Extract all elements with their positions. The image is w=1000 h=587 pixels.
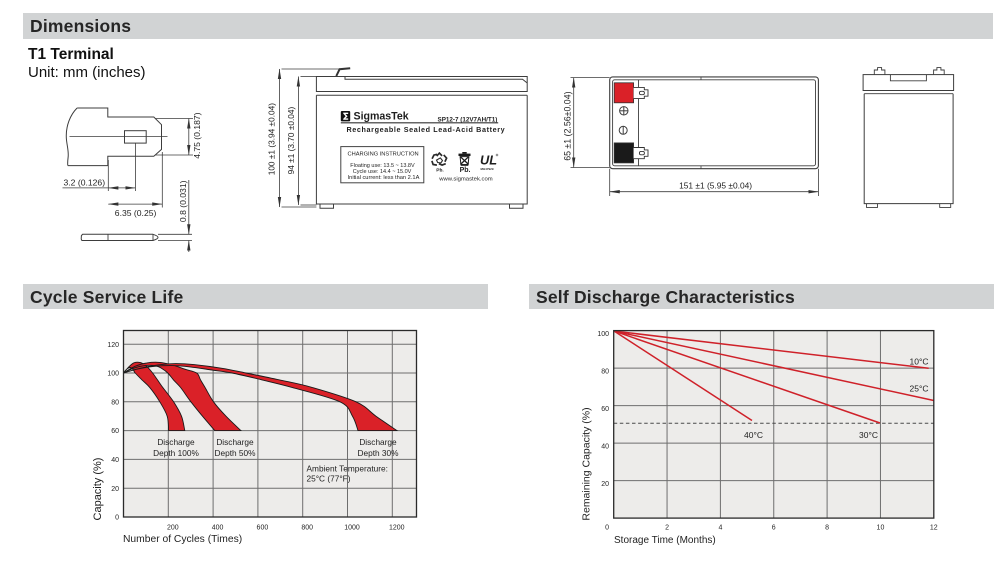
svg-text:Initial current: less than 2.1: Initial current: less than 2.1A bbox=[348, 175, 420, 181]
svg-text:1200: 1200 bbox=[389, 525, 405, 532]
svg-text:151 ±1 (5.95 ±0.04): 151 ±1 (5.95 ±0.04) bbox=[679, 180, 752, 190]
svg-text:100: 100 bbox=[107, 371, 119, 378]
svg-text:Number of Cycles (Times): Number of Cycles (Times) bbox=[123, 534, 242, 545]
svg-text:Pb.: Pb. bbox=[436, 168, 443, 174]
svg-text:80: 80 bbox=[601, 369, 609, 376]
svg-text:CHARGING INSTRUCTION: CHARGING INSTRUCTION bbox=[348, 151, 419, 157]
svg-text:Discharge: Discharge bbox=[157, 437, 195, 447]
svg-text:SigmasTek: SigmasTek bbox=[354, 111, 409, 123]
svg-text:2: 2 bbox=[665, 525, 669, 532]
svg-text:8: 8 bbox=[825, 525, 829, 532]
svg-text:Ambient Temperature:: Ambient Temperature: bbox=[307, 464, 388, 474]
svg-text:120: 120 bbox=[107, 342, 119, 349]
svg-text:Depth 50%: Depth 50% bbox=[214, 448, 256, 458]
svg-text:60: 60 bbox=[601, 406, 609, 413]
svg-text:600: 600 bbox=[257, 525, 269, 532]
svg-text:Pb.: Pb. bbox=[460, 167, 471, 174]
svg-text:25°C: 25°C bbox=[910, 384, 929, 394]
svg-text:6.35 (0.25): 6.35 (0.25) bbox=[115, 208, 157, 218]
svg-text:3.2 (0.126): 3.2 (0.126) bbox=[64, 177, 106, 187]
svg-text:UL: UL bbox=[480, 153, 497, 168]
svg-text:40: 40 bbox=[601, 444, 609, 451]
svg-text:0: 0 bbox=[605, 525, 609, 532]
svg-text:Cycle use: 14.4 ~ 15.0V: Cycle use: 14.4 ~ 15.0V bbox=[353, 169, 412, 175]
svg-text:65 ±1 (2.56±0.04): 65 ±1 (2.56±0.04) bbox=[562, 91, 572, 160]
svg-text:Depth 100%: Depth 100% bbox=[153, 448, 199, 458]
svg-text:www.sigmastek.com: www.sigmastek.com bbox=[438, 177, 492, 183]
svg-text:Discharge: Discharge bbox=[359, 437, 397, 447]
svg-text:40°C: 40°C bbox=[744, 430, 763, 440]
svg-text:30°C: 30°C bbox=[859, 430, 878, 440]
svg-text:Discharge: Discharge bbox=[216, 437, 254, 447]
svg-text:Capacity (%): Capacity (%) bbox=[92, 458, 104, 521]
svg-text:20: 20 bbox=[601, 481, 609, 488]
svg-text:Storage Time (Months): Storage Time (Months) bbox=[614, 535, 716, 546]
svg-text:400: 400 bbox=[212, 525, 224, 532]
svg-text:25°C (77°F): 25°C (77°F) bbox=[307, 474, 351, 484]
svg-text:100: 100 bbox=[597, 331, 609, 338]
svg-text:4: 4 bbox=[718, 525, 722, 532]
svg-text:10: 10 bbox=[877, 525, 885, 532]
svg-text:0: 0 bbox=[115, 515, 119, 522]
svg-text:80: 80 bbox=[111, 399, 119, 406]
svg-text:MH47929: MH47929 bbox=[481, 167, 494, 171]
svg-text:94 ±1 (3.70 ±0.04): 94 ±1 (3.70 ±0.04) bbox=[286, 106, 296, 174]
svg-text:200: 200 bbox=[167, 525, 179, 532]
svg-text:Depth 30%: Depth 30% bbox=[357, 448, 399, 458]
svg-text:100 ±1 (3.94 ±0.04): 100 ±1 (3.94 ±0.04) bbox=[267, 103, 277, 176]
svg-text:4.75 (0.187): 4.75 (0.187) bbox=[192, 112, 202, 158]
svg-text:Rechargeable Sealed Lead-Acid: Rechargeable Sealed Lead-Acid Battery bbox=[347, 125, 506, 134]
svg-text:Floating use: 13.5 ~ 13.8V: Floating use: 13.5 ~ 13.8V bbox=[350, 163, 415, 169]
svg-text:40: 40 bbox=[111, 457, 119, 464]
svg-text:Remaining Capacity (%): Remaining Capacity (%) bbox=[581, 407, 593, 520]
svg-text:20: 20 bbox=[111, 486, 119, 493]
svg-text:800: 800 bbox=[301, 525, 313, 532]
svg-text:6: 6 bbox=[772, 525, 776, 532]
svg-text:60: 60 bbox=[111, 428, 119, 435]
svg-text:10°C: 10°C bbox=[910, 356, 929, 366]
svg-text:SP12-7 (12V7AH/T1): SP12-7 (12V7AH/T1) bbox=[438, 116, 498, 123]
svg-text:1000: 1000 bbox=[344, 525, 360, 532]
svg-text:0.8 (0.031): 0.8 (0.031) bbox=[178, 180, 188, 222]
svg-text:12: 12 bbox=[930, 525, 938, 532]
